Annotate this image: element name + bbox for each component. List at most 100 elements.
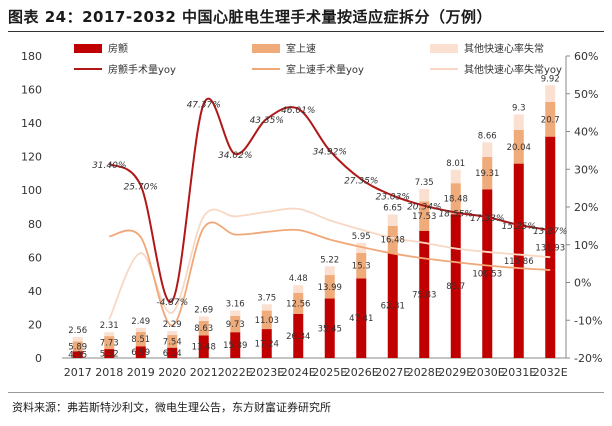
x-tick-label: 2023E: [249, 366, 284, 379]
bar-value-label: 17.24: [255, 340, 279, 350]
bar-segment: [198, 316, 209, 321]
bar-segment: [387, 214, 398, 226]
bar-segment: [198, 335, 209, 358]
bar-segment: [387, 225, 398, 254]
left-tick-label: 80: [28, 218, 42, 231]
x-tick-label: 2029E: [438, 366, 473, 379]
bar-value-label: 6.65: [383, 204, 402, 214]
x-tick-label: 2030E: [470, 366, 505, 379]
bar-segment: [135, 346, 146, 358]
x-tick-label: 2031E: [501, 366, 536, 379]
yoy-value-label: 43.35%: [250, 116, 284, 126]
x-tick-label: 2018: [95, 366, 123, 379]
yoy-value-label: 15.25%: [502, 222, 536, 232]
x-tick-label: 2032E: [533, 366, 568, 379]
x-tick-label: 2026E: [344, 366, 379, 379]
bar-segment: [450, 214, 461, 358]
bar-segment: [104, 349, 115, 358]
bar-segment: [72, 341, 83, 352]
bar-value-label: 131.93: [535, 243, 565, 253]
bar-segment: [230, 310, 241, 316]
left-tick-label: 140: [21, 117, 42, 130]
yoy-value-label: 25.70%: [124, 182, 158, 192]
right-tick-label: 30%: [574, 163, 598, 176]
bar-value-label: 5.22: [320, 255, 339, 265]
bar-segment: [261, 329, 272, 358]
axes: 0 20 40 60 80 100 120 140 160 180 -20% -10% 0% 10% 20%…: [21, 50, 602, 379]
bar-segment: [450, 169, 461, 184]
bar-value-label: 7.35: [415, 178, 434, 188]
bar-segment: [387, 253, 398, 358]
bar-value-label: 20.7: [541, 115, 560, 125]
bar-value-label: 9.3: [512, 103, 526, 113]
bar-value-label: 5.95: [352, 232, 371, 242]
bars: [72, 85, 556, 358]
legend-swatch: [74, 44, 102, 53]
bar-value-label: 4.05: [68, 351, 87, 361]
bar-value-label: 9.92: [541, 74, 560, 84]
x-tick-label: 2020: [158, 366, 186, 379]
bar-value-label: 3.16: [226, 300, 245, 310]
bar-value-label: 8.66: [478, 131, 497, 141]
legend-label: 房颤手术量yoy: [108, 63, 176, 76]
bar-segment: [104, 332, 115, 337]
bar-value-label: 3.75: [257, 293, 276, 303]
legend-label: 其他快速心率失常yoy: [464, 63, 562, 76]
bar-segment: [261, 304, 272, 311]
bar-segment: [198, 320, 209, 336]
bar-segment: [356, 278, 367, 358]
bar-segment: [356, 252, 367, 279]
bar-segment: [72, 351, 83, 358]
left-tick-label: 100: [21, 184, 42, 197]
bar-value-label: 5.32: [100, 350, 119, 360]
bar-value-label: 15.3: [352, 262, 371, 272]
bar-value-label: 18.48: [444, 195, 468, 205]
yoy-value-label: 17.33%: [470, 214, 504, 224]
yoy-value-label: 34.02%: [218, 151, 252, 161]
x-tick-label: 2028E: [407, 366, 442, 379]
bar-segment: [545, 136, 556, 358]
bar-value-label: 19.31: [475, 169, 499, 179]
bar-value-label: 13.48: [192, 343, 216, 353]
bar-value-label: 16.48: [381, 236, 405, 246]
legend-label: 室上速: [286, 42, 316, 55]
bar-segment: [513, 129, 524, 164]
source-divider: [8, 392, 604, 393]
bar-value-label: 26.34: [286, 332, 310, 342]
bar-value-label: 20.04: [507, 143, 531, 153]
bar-segment: [293, 313, 304, 358]
bar-segment: [261, 310, 272, 330]
bar-segment: [482, 156, 493, 190]
yoy-value-label: 46.01%: [281, 106, 315, 116]
yoy-line: [108, 207, 551, 320]
x-tick-label: 2022E: [218, 366, 253, 379]
yoy-value-label: 27.35%: [344, 176, 378, 186]
bar-value-label: 62.31: [381, 302, 405, 312]
bar-value-label: 11.03: [255, 316, 279, 326]
bar-value-label: 85.7: [446, 282, 465, 292]
left-tick-label: 60: [28, 251, 42, 264]
right-tick-label: -20%: [574, 352, 602, 365]
left-tick-label: 120: [21, 151, 42, 164]
bar-value-label: 9.73: [226, 320, 245, 330]
bar-segment: [545, 85, 556, 102]
yoy-value-label: 34.92%: [313, 148, 347, 158]
legend-label: 其他快速心率失常: [464, 42, 544, 55]
bar-value-label: 8.51: [131, 335, 150, 345]
left-tick-label: 180: [21, 50, 42, 63]
bar-segment: [482, 189, 493, 358]
bar-value-label: 4.48: [289, 274, 308, 284]
bar-segment: [545, 101, 556, 137]
bar-value-label: 100.53: [472, 270, 502, 280]
right-tick-label: 40%: [574, 126, 598, 139]
left-tick-label: 160: [21, 84, 42, 97]
right-tick-label: -10%: [574, 314, 602, 327]
right-tick-label: 60%: [574, 50, 598, 63]
chart-title: 图表 24：2017-2032 中国心脏电生理手术量按适应症拆分（万例）: [8, 8, 493, 26]
x-tick-label: 2019: [127, 366, 155, 379]
bar-segment: [135, 331, 146, 347]
bar-value-label: 8.63: [194, 324, 213, 334]
x-tick-label: 2017: [64, 366, 92, 379]
bar-value-label: 2.31: [100, 321, 119, 331]
